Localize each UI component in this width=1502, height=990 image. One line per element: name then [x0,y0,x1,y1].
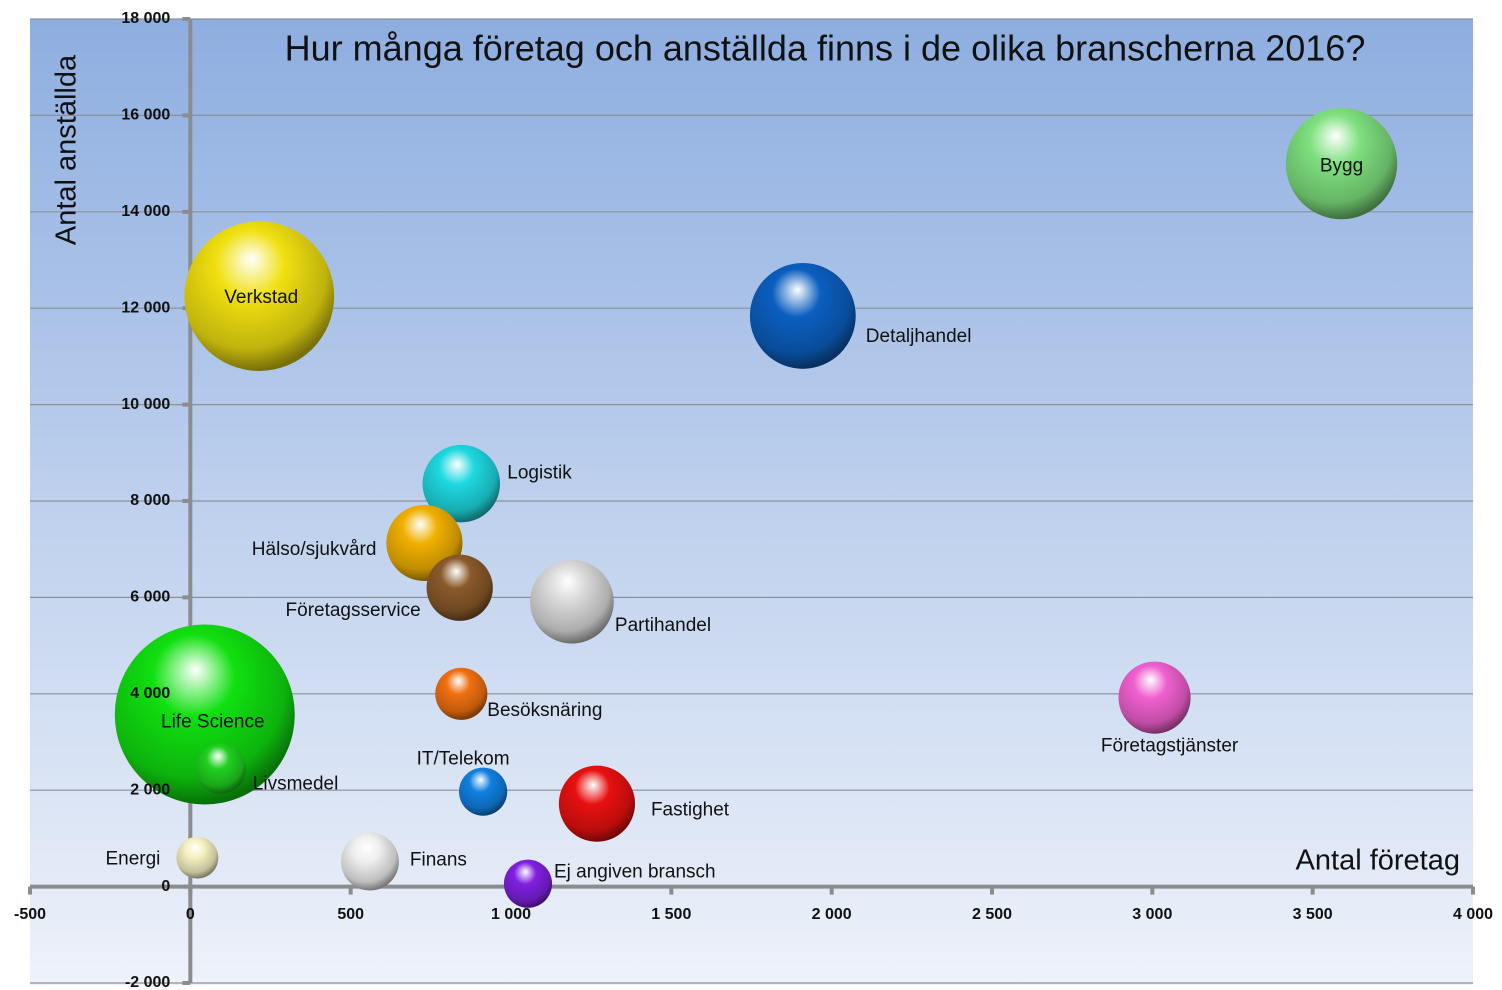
y-tick-label: 18 000 [121,10,170,27]
bubble-label: Verkstad [224,287,298,308]
y-tick-label: 16 000 [121,107,170,124]
bubble [530,559,614,644]
x-tick-label: 1 500 [651,906,691,923]
x-tick-label: 1 000 [491,906,531,923]
x-tick-label: 0 [186,906,195,923]
y-axis-label: Antal anställda [51,54,83,245]
bubble-label: Livsmedel [253,774,339,795]
bubble-label: Partihandel [615,615,711,636]
bubble [749,262,856,369]
x-tick-label: 3 500 [1293,906,1333,923]
bubble [195,743,246,794]
bubble-label: Finans [410,850,467,871]
bubble [435,667,488,720]
bubble-label: Detaljhandel [866,326,972,347]
bubble-label: Företagsservice [286,600,421,621]
y-tick-label: 2 000 [130,781,170,798]
bubble [503,859,553,908]
x-tick-label: 3 000 [1132,906,1172,923]
y-tick-label: 6 000 [130,589,170,606]
bubble-label: Bygg [1320,156,1363,177]
bubble-label: Fastighet [651,800,730,821]
bubble-label: Logistik [507,463,572,484]
x-tick-label: 4 000 [1453,906,1493,923]
bubble [1118,661,1191,734]
bubble-label: Energi [105,849,160,870]
y-tick-label: 4 000 [130,685,170,702]
bubble-label: IT/Telekom [417,749,510,770]
x-tick-label: 500 [337,906,364,923]
y-tick-label: 0 [161,878,170,895]
bubble [1285,107,1398,220]
plot-area [30,19,1473,985]
y-tick-label: 14 000 [121,203,170,220]
bubble [176,836,219,879]
bubble [340,832,399,891]
bubble [459,767,508,816]
bubble [426,554,493,621]
chart-title: Hur många företag och anställda finns i … [285,28,1366,69]
bubble-label: Life Science [161,712,265,733]
bubble-label: Företagstjänster [1101,736,1239,757]
x-tick-label: 2 000 [812,906,852,923]
y-tick-label: 12 000 [121,299,170,316]
y-tick-label: -2 000 [125,974,170,990]
x-tick-label: 2 500 [972,906,1012,923]
bubble [558,765,636,842]
bubble-label: Hälso/sjukvård [252,539,377,560]
x-tick-label: -500 [14,906,46,923]
x-axis-label: Antal företag [1296,845,1460,877]
bubble [114,624,295,805]
bubble-label: Ej angiven bransch [554,862,716,883]
bubble-label: Besöksnäring [487,700,602,721]
bubble [184,221,335,371]
bubble [422,444,501,523]
y-tick-label: 10 000 [121,396,170,413]
y-tick-label: 8 000 [130,492,170,509]
